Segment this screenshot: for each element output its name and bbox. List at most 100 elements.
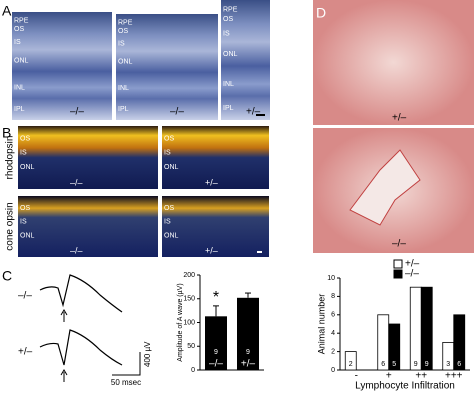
x-tick-label: + bbox=[386, 371, 392, 382]
micrograph bbox=[12, 12, 112, 120]
panel-letter: D bbox=[316, 5, 326, 21]
erg-trace bbox=[39, 274, 123, 313]
y-tick-label: 6 bbox=[331, 312, 335, 319]
n-label: 9 bbox=[246, 349, 250, 356]
y-tick-label: 100 bbox=[183, 319, 195, 326]
layer-label: INL bbox=[118, 85, 129, 92]
erg-trace bbox=[39, 329, 123, 366]
genotype-label: –/– bbox=[70, 177, 83, 187]
layer-label: IS bbox=[20, 149, 27, 156]
panel-letter: C bbox=[2, 268, 12, 284]
micrograph bbox=[221, 0, 270, 120]
layer-label: IS bbox=[223, 30, 230, 37]
layer-label: IPL bbox=[118, 106, 129, 113]
micrograph bbox=[116, 14, 218, 120]
y-tick-label: 10 bbox=[327, 275, 335, 282]
layer-label: RPE bbox=[223, 6, 238, 13]
layer-label: RPE bbox=[118, 19, 133, 26]
bar bbox=[237, 297, 259, 370]
scale-bar bbox=[112, 352, 141, 376]
layer-label: IS bbox=[14, 39, 21, 46]
micrograph bbox=[18, 126, 158, 189]
micrograph bbox=[313, 0, 474, 125]
layer-label: ONL bbox=[14, 57, 29, 64]
genotype-label: +/– bbox=[205, 245, 218, 255]
legend-label: –/– bbox=[405, 269, 419, 280]
layer-label: INL bbox=[223, 81, 234, 88]
arrow bbox=[60, 369, 68, 382]
genotype-label: +/– bbox=[205, 177, 218, 187]
y-tick-label: 50 bbox=[187, 343, 195, 350]
y-tick-label: 0 bbox=[331, 367, 335, 374]
value-label: 3 bbox=[446, 361, 450, 368]
vessel bbox=[349, 149, 421, 226]
genotype-label: +/– bbox=[18, 347, 33, 358]
n-label: 9 bbox=[214, 349, 218, 356]
y-tick-label: 150 bbox=[183, 296, 195, 303]
genotype-label: –/– bbox=[70, 107, 84, 118]
x-tick-label: - bbox=[355, 371, 358, 382]
legend-swatch bbox=[393, 259, 403, 269]
layer-label: ONL bbox=[223, 51, 238, 58]
annotation: * bbox=[213, 289, 219, 306]
arrow bbox=[60, 309, 68, 322]
y-tick-label: 200 bbox=[183, 272, 195, 279]
layer-label: IS bbox=[164, 149, 171, 156]
scale-label: 50 msec bbox=[111, 378, 141, 387]
layer-label: IS bbox=[20, 218, 27, 225]
layer-label: OS bbox=[118, 28, 128, 35]
layer-label: OS bbox=[20, 205, 30, 212]
x-tick-label: +/– bbox=[241, 359, 256, 370]
value-label: 9 bbox=[414, 361, 418, 368]
layer-label: ONL bbox=[118, 59, 133, 66]
genotype-label: +/– bbox=[392, 113, 407, 124]
bar bbox=[388, 323, 401, 371]
micrograph bbox=[162, 126, 269, 189]
y-axis-label: Animal number bbox=[316, 294, 326, 355]
y-tick-label: 4 bbox=[331, 330, 335, 337]
value-label: 6 bbox=[457, 361, 461, 368]
bar bbox=[420, 286, 433, 371]
layer-label: RPE bbox=[14, 17, 29, 24]
layer-label: OS bbox=[20, 135, 30, 142]
row-label: rhodopsin bbox=[5, 136, 16, 180]
layer-label: INL bbox=[14, 84, 25, 91]
scale-bar bbox=[256, 114, 265, 116]
micrograph bbox=[18, 196, 158, 257]
x-axis-label: Lymphocyte Infiltration bbox=[355, 381, 455, 392]
layer-label: OS bbox=[164, 135, 174, 142]
x-tick-label: –/– bbox=[209, 359, 223, 370]
layer-label: OS bbox=[14, 26, 24, 33]
value-label: 2 bbox=[349, 361, 353, 368]
value-label: 5 bbox=[392, 361, 396, 368]
genotype-label: –/– bbox=[70, 245, 83, 255]
genotype-label: –/– bbox=[170, 107, 184, 118]
value-label: 0 bbox=[360, 361, 364, 368]
value-label: 9 bbox=[425, 361, 429, 368]
scale-label: 400 µV bbox=[143, 341, 152, 367]
layer-label: ONL bbox=[164, 164, 179, 171]
genotype-label: +/– bbox=[246, 107, 261, 118]
value-label: 6 bbox=[381, 361, 385, 368]
bar bbox=[409, 286, 422, 371]
y-tick-label: 0 bbox=[191, 367, 195, 374]
layer-label: IPL bbox=[14, 106, 25, 113]
genotype-label: –/– bbox=[18, 291, 32, 302]
panel-letter: B bbox=[2, 125, 11, 141]
layer-label: ONL bbox=[20, 232, 35, 239]
layer-label: IPL bbox=[223, 105, 234, 112]
scale-bar bbox=[257, 251, 262, 253]
y-tick-label: 2 bbox=[331, 348, 335, 355]
genotype-label: –/– bbox=[392, 239, 406, 250]
panel-letter: A bbox=[2, 3, 12, 19]
bar bbox=[344, 351, 357, 371]
layer-label: ONL bbox=[20, 164, 35, 171]
layer-label: IS bbox=[164, 218, 171, 225]
micrograph bbox=[162, 196, 269, 257]
x-tick-label: ++ bbox=[415, 371, 427, 382]
y-axis-label: Amplitude of A wave (µV) bbox=[177, 283, 184, 361]
bar bbox=[205, 316, 227, 370]
y-tick-label: 8 bbox=[331, 293, 335, 300]
